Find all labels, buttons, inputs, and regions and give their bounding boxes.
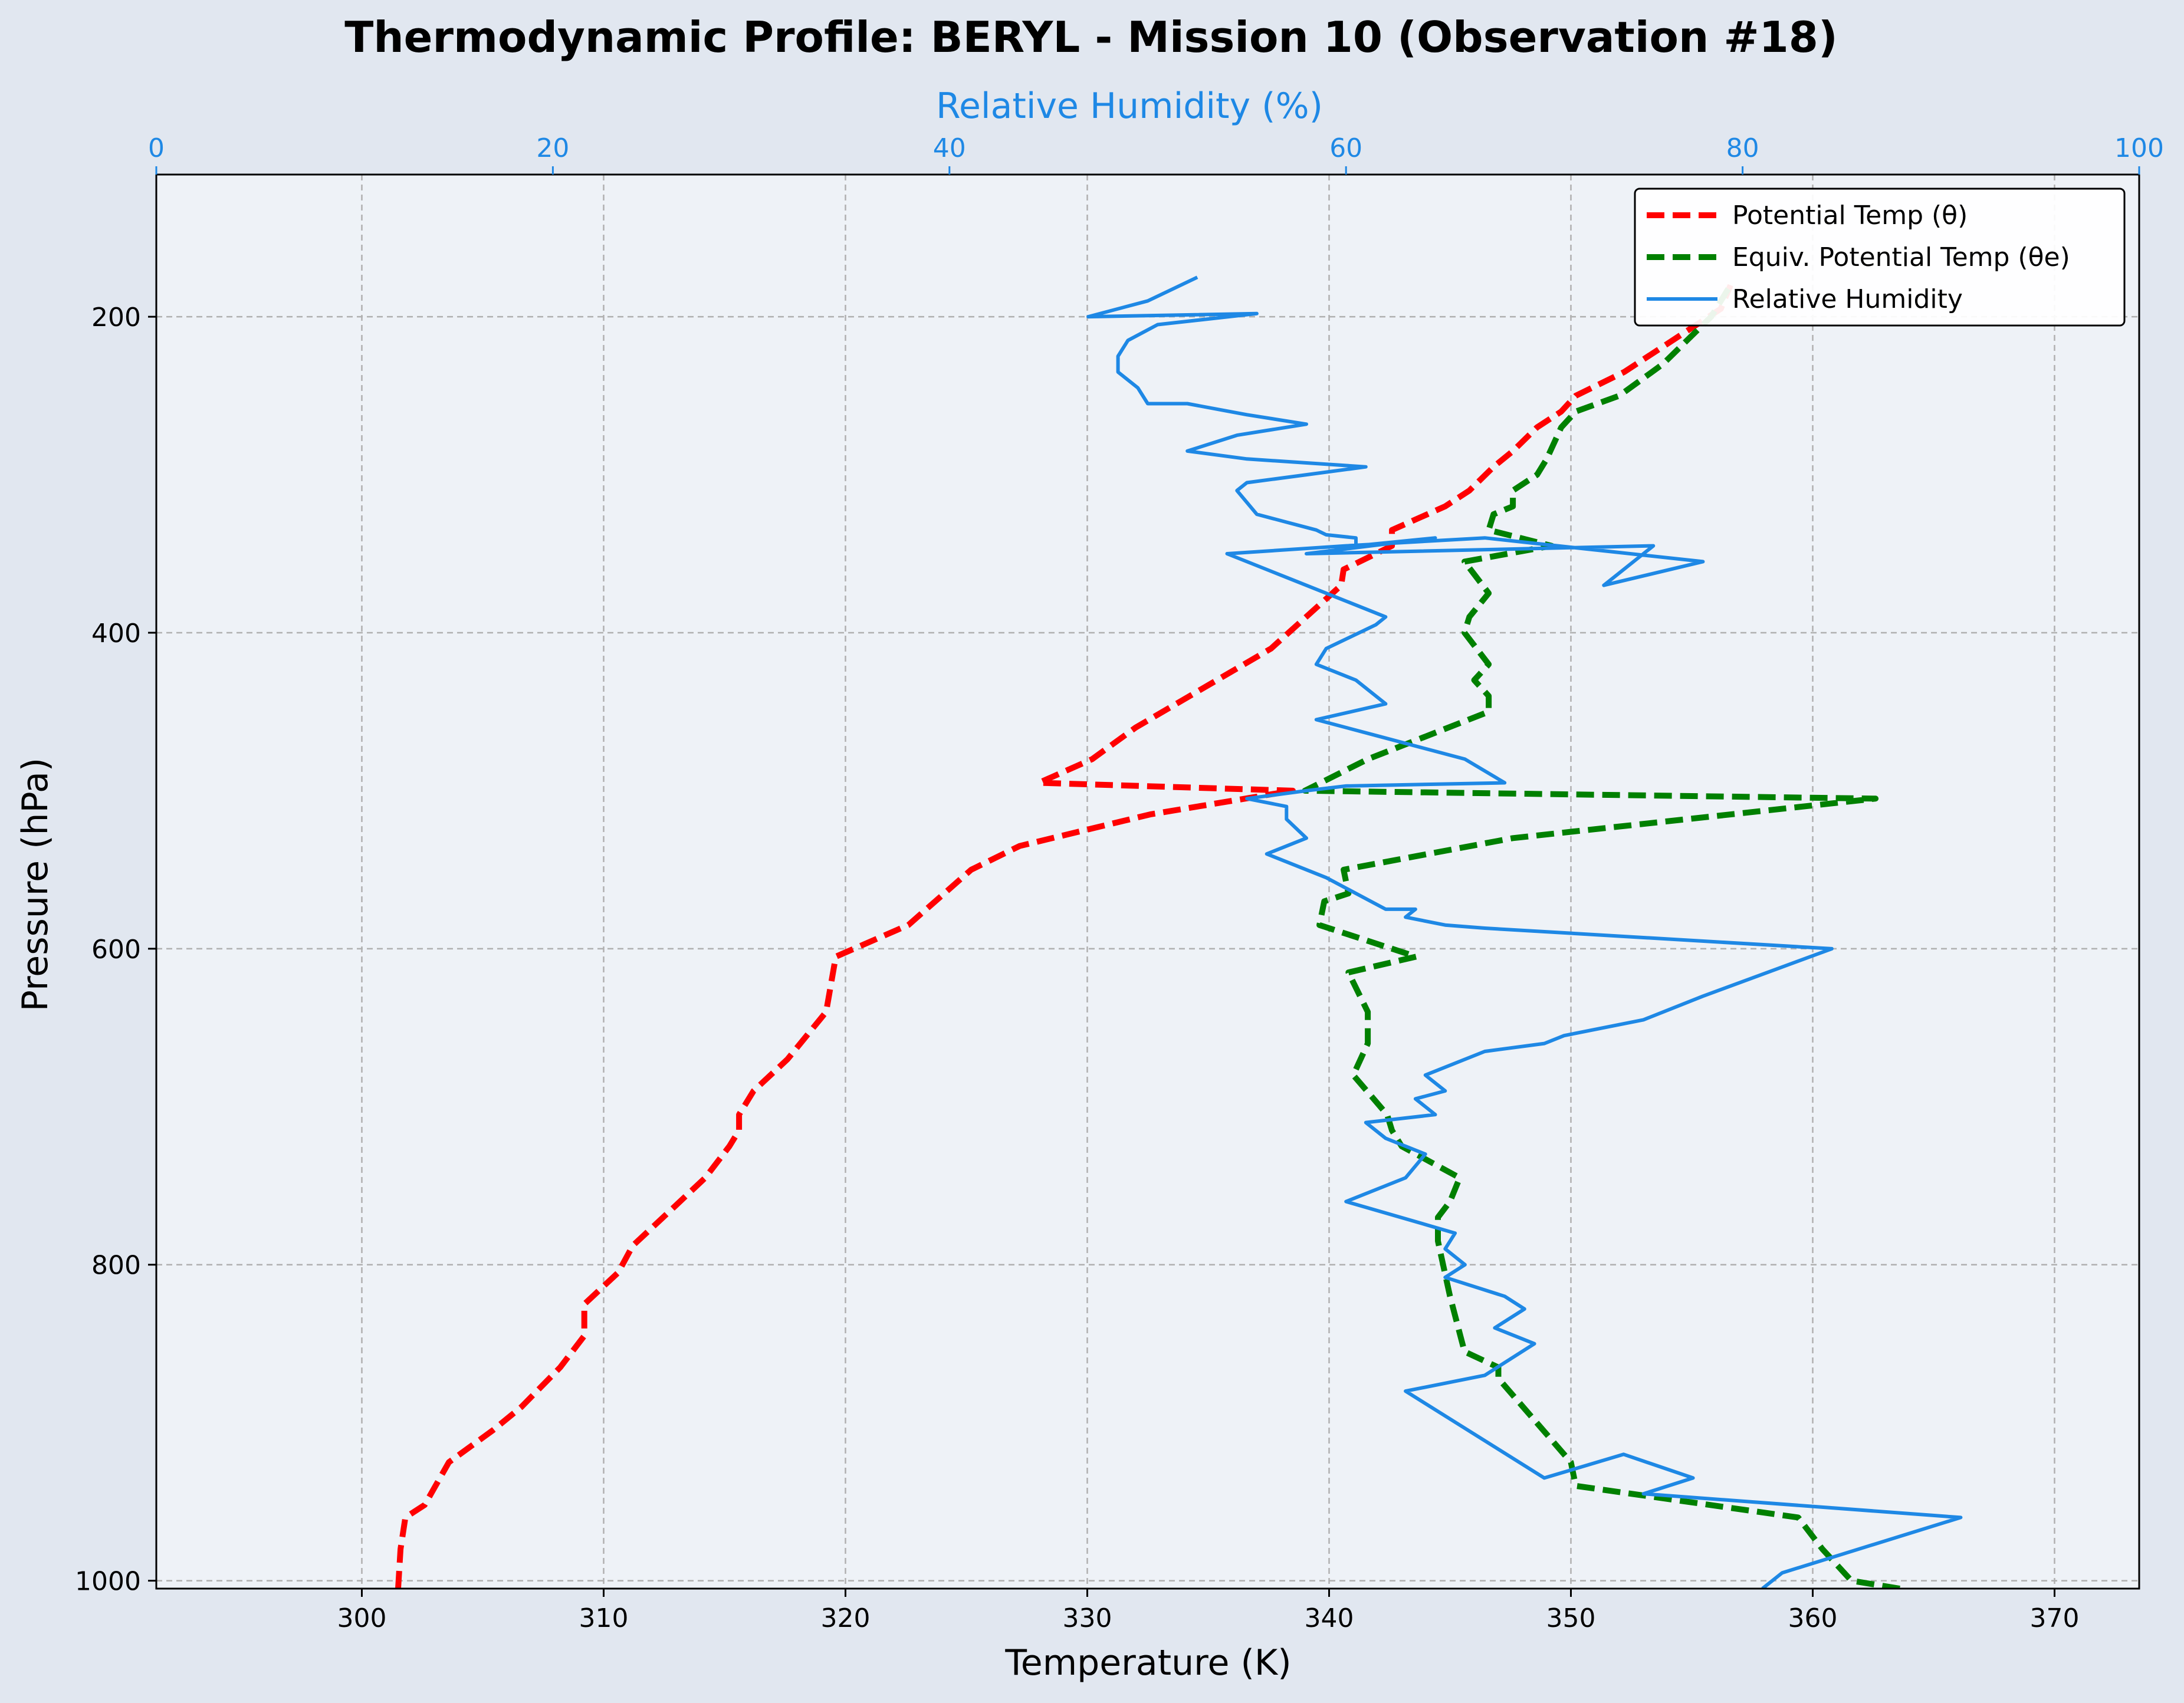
humidity-tick-label: 80 (1726, 133, 1759, 163)
legend-label: Equiv. Potential Temp (θe) (1732, 242, 2070, 272)
series-group (395, 275, 1963, 1589)
temperature-tick-label: 340 (1305, 1603, 1354, 1633)
pressure-tick-label: 1000 (75, 1567, 141, 1597)
pressure-axis-label: Pressure (hPa) (15, 758, 56, 1011)
temperature-tick-label: 330 (1063, 1603, 1112, 1633)
temperature-axis-label: Temperature (K) (1004, 1642, 1291, 1684)
theta-line (395, 284, 1733, 1589)
legend: Potential Temp (θ) Equiv. Potential Temp … (1634, 188, 2126, 327)
legend-box (1634, 188, 2126, 327)
pressure-tick-label: 600 (91, 935, 141, 965)
pressure-tick-label: 800 (91, 1251, 141, 1281)
relative-humidity-line (1086, 275, 1963, 1589)
pressure-tick-label: 200 (91, 303, 141, 333)
legend-label: Relative Humidity (1732, 284, 1963, 314)
legend-label: Potential Temp (θ) (1732, 200, 1968, 231)
humidity-axis-label: Relative Humidity (%) (936, 86, 1323, 127)
temperature-tick-label: 300 (337, 1603, 387, 1633)
temperature-tick-label: 310 (579, 1603, 629, 1633)
chart-title: Thermodynamic Profile: BERYL - Mission 1… (344, 12, 1838, 62)
plot-area (156, 175, 2139, 1589)
humidity-tick-label: 100 (2114, 133, 2164, 163)
humidity-tick-label: 40 (933, 133, 966, 163)
humidity-tick-label: 60 (1329, 133, 1362, 163)
humidity-tick-label: 20 (536, 133, 569, 163)
temperature-tick-label: 360 (1788, 1603, 1838, 1633)
theta-e-line (1302, 283, 1900, 1589)
humidity-tick-label: 0 (148, 133, 165, 163)
temperature-tick-label: 370 (2030, 1603, 2080, 1633)
temperature-tick-label: 350 (1546, 1603, 1596, 1633)
pressure-tick-label: 400 (91, 619, 141, 649)
plot-frame (155, 173, 2140, 1590)
temperature-tick-label: 320 (821, 1603, 871, 1633)
